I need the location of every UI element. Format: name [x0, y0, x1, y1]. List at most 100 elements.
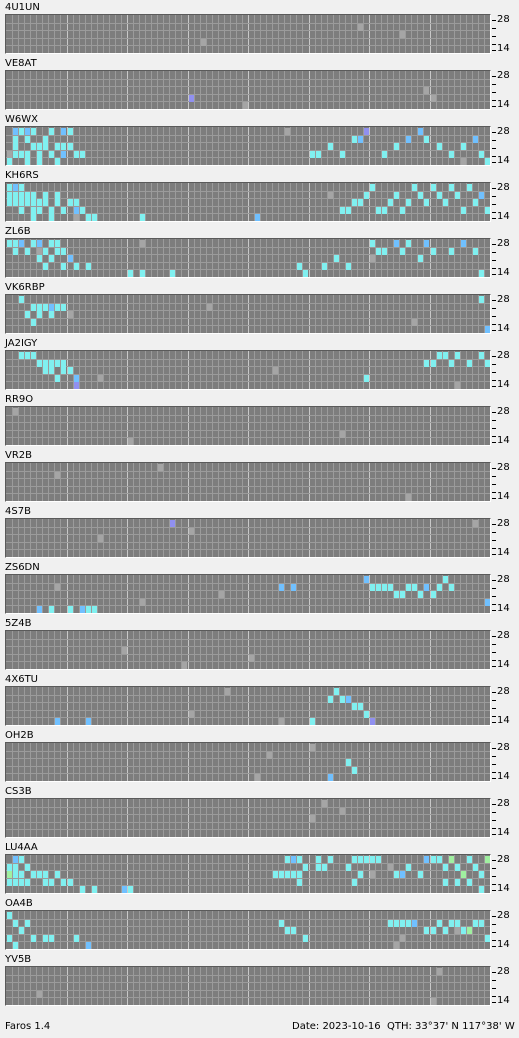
signal-cell: [394, 143, 399, 150]
noise-cell: [461, 158, 466, 165]
axis-tick: [492, 268, 496, 269]
signal-cell: [55, 158, 60, 165]
axis-tick: [492, 196, 496, 197]
noise-cell: [388, 864, 393, 871]
signal-cell: [364, 128, 369, 135]
signal-cell: [49, 311, 54, 318]
signal-cell: [25, 136, 30, 143]
signal-cell: [455, 864, 460, 871]
signal-cell: [19, 192, 24, 199]
signal-cell: [55, 199, 60, 206]
signal-cell: [43, 192, 48, 199]
signal-cell: [449, 856, 454, 863]
signal-cell: [406, 199, 411, 206]
axis-label-bottom: 14: [497, 715, 510, 726]
axis-tick: [492, 554, 496, 555]
signal-cell: [13, 942, 18, 949]
signal-cell: [431, 184, 436, 191]
signal-cell: [170, 270, 175, 277]
axis-label-top: 28: [497, 630, 510, 641]
signal-cell: [25, 192, 30, 199]
signal-cell: [31, 207, 36, 214]
signal-cell: [394, 240, 399, 247]
signal-cell: [437, 143, 442, 150]
axis-tick: [492, 212, 496, 213]
signal-cell: [13, 864, 18, 871]
signal-cell: [291, 856, 296, 863]
signal-cell: [55, 360, 60, 367]
signal-cell: [424, 360, 429, 367]
signal-cell: [55, 375, 60, 382]
signal-cell: [352, 703, 357, 710]
signal-cell: [92, 214, 97, 221]
signal-cell: [31, 143, 36, 150]
signal-cell: [406, 136, 411, 143]
signal-cell: [437, 584, 442, 591]
beacon-panel-cs3b: CS3B 28 14: [0, 784, 519, 840]
signal-cell: [352, 767, 357, 774]
grid-svg: [6, 575, 490, 613]
axis-tick: [492, 700, 496, 701]
noise-cell: [243, 102, 248, 109]
signal-cell: [328, 696, 333, 703]
signal-cell: [37, 199, 42, 206]
signal-cell: [49, 255, 54, 262]
signal-cell: [424, 199, 429, 206]
signal-cell: [346, 263, 351, 270]
signal-cell: [400, 248, 405, 255]
grid-svg: [6, 295, 490, 333]
signal-cell: [455, 192, 460, 199]
signal-cell: [31, 214, 36, 221]
axis-label-top: 28: [497, 518, 510, 529]
signal-cell: [68, 255, 73, 262]
signal-cell: [461, 143, 466, 150]
signal-cell: [43, 367, 48, 374]
axis-tick: [492, 828, 496, 829]
axis-tick: [492, 28, 496, 29]
signal-cell: [461, 927, 466, 934]
noise-cell: [98, 535, 103, 542]
axis-tick: [492, 666, 496, 667]
signal-cell: [285, 927, 290, 934]
noise-cell: [431, 998, 436, 1005]
signal-cell: [49, 214, 54, 221]
axis-label-top: 28: [497, 574, 510, 585]
signal-cell: [424, 136, 429, 143]
axis-label-top: 28: [497, 910, 510, 921]
noise-cell: [128, 438, 133, 445]
signal-cell: [388, 199, 393, 206]
axis-tick: [492, 804, 496, 805]
signal-cell: [424, 584, 429, 591]
signal-cell: [303, 935, 308, 942]
noise-cell: [437, 968, 442, 975]
beacon-panel-ja2igy: JA2IGY 28 14: [0, 336, 519, 392]
axis-tick: [492, 436, 496, 437]
axis-tick: [492, 204, 496, 205]
beacon-callsign: VR2B: [5, 450, 33, 461]
beacon-panel-yv5b: YV5B 28 14: [0, 952, 519, 1008]
axis-label-top: 28: [497, 462, 510, 473]
axis-tick: [492, 300, 496, 301]
signal-cell: [352, 856, 357, 863]
axis-label-top: 28: [497, 742, 510, 753]
axis-tick: [492, 588, 496, 589]
signal-cell: [7, 879, 12, 886]
signal-cell: [31, 319, 36, 326]
propagation-grid: [5, 574, 491, 614]
signal-cell: [455, 920, 460, 927]
signal-cell: [382, 151, 387, 158]
noise-cell: [122, 647, 127, 654]
axis-label-bottom: 14: [497, 435, 510, 446]
signal-cell: [37, 360, 42, 367]
axis-label-top: 28: [497, 126, 510, 137]
noise-cell: [140, 599, 145, 606]
signal-cell: [449, 248, 454, 255]
signal-cell: [61, 360, 66, 367]
signal-cell: [400, 920, 405, 927]
noise-cell: [37, 991, 42, 998]
axis-label-bottom: 14: [497, 995, 510, 1006]
grid-svg: [6, 911, 490, 949]
propagation-grid: [5, 910, 491, 950]
noise-cell: [13, 408, 18, 415]
signal-cell: [297, 856, 302, 863]
